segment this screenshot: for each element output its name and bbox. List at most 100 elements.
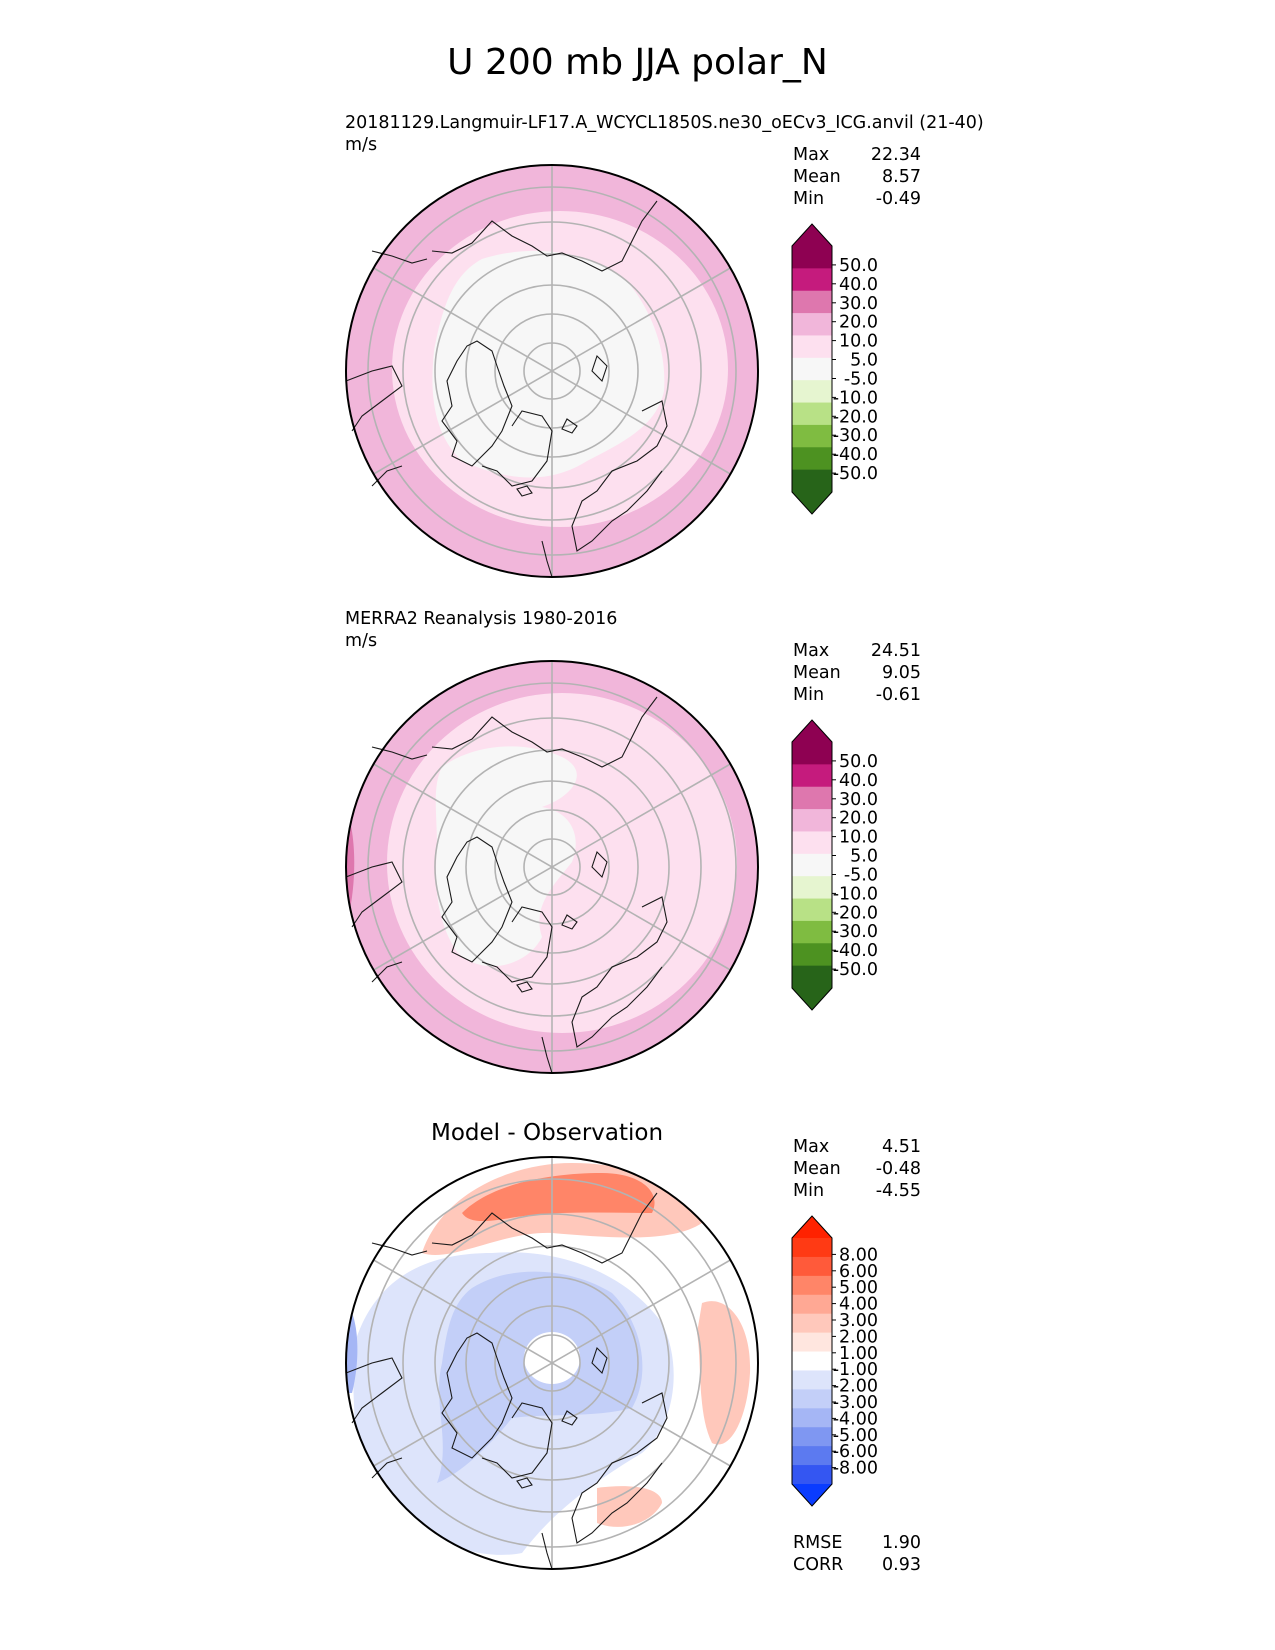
colorbar-segment bbox=[792, 380, 832, 404]
stat-label: Min bbox=[793, 189, 825, 209]
colorbar-segment bbox=[792, 898, 832, 922]
colorbar-tick-label: -20.0 bbox=[833, 903, 878, 923]
diff-bottom-stats: RMSE 1.90 CORR 0.93 bbox=[793, 1532, 921, 1576]
colorbar-tick-label: 6.00 bbox=[839, 1262, 878, 1282]
field-band-5 bbox=[435, 746, 577, 967]
stat-label: Min bbox=[793, 1181, 825, 1201]
stat-value-rmse: 1.90 bbox=[882, 1533, 921, 1553]
diff-positive-4 bbox=[597, 1486, 662, 1527]
stat-label: RMSE bbox=[793, 1533, 843, 1553]
diff-stats: Max 4.51 Mean -0.48 Min -4.55 bbox=[793, 1136, 921, 1202]
map-boundary bbox=[345, 660, 759, 1074]
obs-colorbar: 50.040.030.020.010.05.0-5.0-10.0-20.0-30… bbox=[791, 719, 878, 1011]
stat-value-mean: 9.05 bbox=[882, 663, 921, 683]
stat-value-max: 24.51 bbox=[870, 641, 921, 661]
colorbar-outline bbox=[791, 223, 833, 515]
stat-label: Mean bbox=[793, 1159, 841, 1179]
colorbar-segment bbox=[792, 447, 832, 471]
colorbar-tick-label: 20.0 bbox=[839, 809, 878, 829]
colorbar-tick-label: 40.0 bbox=[839, 275, 878, 295]
colorbar-tick-label: 1.00 bbox=[839, 1344, 878, 1364]
figure-title: U 200 mb JJA polar_N bbox=[447, 42, 828, 83]
colorbar-segment bbox=[792, 831, 832, 855]
colorbar-segment bbox=[792, 1313, 832, 1334]
colorbar-tick-label: 3.00 bbox=[839, 1311, 878, 1331]
obs-polar-map bbox=[345, 660, 759, 1074]
diff-positive-2 bbox=[462, 1173, 655, 1222]
colorbar-tick-label: -1.00 bbox=[833, 1360, 878, 1380]
colorbar-tick-label: 40.0 bbox=[839, 771, 878, 791]
colorbar-segment bbox=[792, 335, 832, 359]
stat-value-corr: 0.93 bbox=[882, 1555, 921, 1575]
coastlines bbox=[345, 696, 668, 1074]
colorbar-tick-label: -4.00 bbox=[833, 1409, 878, 1429]
colorbar-segment bbox=[792, 1238, 832, 1258]
colorbar-extend-top bbox=[792, 720, 832, 742]
colorbar-segment bbox=[792, 786, 832, 810]
model-colorbar: 50.040.030.020.010.05.0-5.0-10.0-20.0-30… bbox=[791, 223, 878, 515]
model-units: m/s bbox=[345, 135, 378, 155]
colorbar-tick-label: 10.0 bbox=[839, 828, 878, 848]
colorbar-extend-bottom bbox=[792, 988, 832, 1010]
colorbar-segment bbox=[792, 313, 832, 336]
colorbar-segment bbox=[792, 1389, 832, 1409]
colorbar-extend-bottom bbox=[792, 492, 832, 514]
obs-units: m/s bbox=[345, 631, 378, 651]
colorbar-tick-label: 8.00 bbox=[839, 1245, 878, 1265]
colorbar-extend-top bbox=[792, 1216, 832, 1238]
colorbar-tick-label: 50.0 bbox=[839, 256, 878, 276]
colorbar-tick-label: 5.0 bbox=[850, 351, 878, 371]
graticule bbox=[367, 661, 737, 1073]
colorbar-tick-label: -3.00 bbox=[833, 1393, 878, 1413]
model-polar-map bbox=[345, 164, 759, 578]
graticule bbox=[367, 1157, 737, 1569]
model-stats: Max 22.34 Mean 8.57 Min -0.49 bbox=[793, 144, 921, 210]
colorbar-tick-label: -30.0 bbox=[833, 922, 878, 942]
colorbar-segment bbox=[792, 424, 832, 448]
obs-stats: Max 24.51 Mean 9.05 Min -0.61 bbox=[793, 640, 921, 706]
colorbar-segment bbox=[792, 357, 832, 381]
colorbar-tick-label: 50.0 bbox=[839, 752, 878, 772]
colorbar-segment bbox=[792, 1275, 832, 1296]
colorbar-tick-label: 2.00 bbox=[839, 1327, 878, 1347]
diff-colorbar: 8.006.005.004.003.002.001.00-1.00-2.00-3… bbox=[791, 1215, 878, 1507]
diff-positive-3 bbox=[697, 1301, 751, 1445]
diff-title: Model - Observation bbox=[431, 1120, 664, 1146]
colorbar-segment bbox=[792, 876, 832, 900]
colorbar-tick-label: 5.00 bbox=[839, 1278, 878, 1298]
model-name: 20181129.Langmuir-LF17.A_WCYCL1850S.ne30… bbox=[345, 113, 984, 133]
colorbar-segment bbox=[792, 1332, 832, 1353]
coastlines bbox=[345, 1192, 668, 1570]
graticule bbox=[367, 165, 737, 577]
obs-name: MERRA2 Reanalysis 1980-2016 bbox=[345, 609, 618, 629]
colorbar-segment bbox=[792, 402, 832, 426]
colorbar-segment bbox=[792, 1370, 832, 1390]
colorbar-segment bbox=[792, 764, 832, 788]
colorbar-tick-label: -20.0 bbox=[833, 407, 878, 427]
colorbar-tick-label: -10.0 bbox=[833, 388, 878, 408]
colorbar-tick-label: -50.0 bbox=[833, 960, 878, 980]
field-band-5 bbox=[432, 250, 665, 478]
colorbar-segment bbox=[792, 1446, 832, 1466]
stat-label: CORR bbox=[793, 1555, 844, 1575]
stat-value-max: 22.34 bbox=[870, 145, 921, 165]
colorbar-outline bbox=[791, 719, 833, 1011]
colorbar-tick-label: -8.00 bbox=[833, 1459, 878, 1479]
colorbar-segment bbox=[792, 1351, 832, 1371]
colorbar-tick-label: 30.0 bbox=[839, 294, 878, 314]
colorbar-tick-label: -50.0 bbox=[833, 464, 878, 484]
stat-label: Mean bbox=[793, 663, 841, 683]
colorbar-tick-label: 30.0 bbox=[839, 790, 878, 810]
colorbar-tick-label: -5.0 bbox=[844, 866, 878, 886]
colorbar-segment bbox=[792, 809, 832, 832]
stat-value-min: -0.49 bbox=[875, 189, 921, 209]
colorbar-tick-label: -40.0 bbox=[833, 941, 878, 961]
colorbar-tick-label: 4.00 bbox=[839, 1295, 878, 1315]
map-boundary bbox=[345, 164, 759, 578]
colorbar-segment bbox=[792, 246, 832, 269]
colorbar-tick-label: -6.00 bbox=[833, 1442, 878, 1462]
colorbar-segment bbox=[792, 1294, 832, 1315]
colorbar-tick-label: -30.0 bbox=[833, 426, 878, 446]
colorbar-tick-label: -10.0 bbox=[833, 884, 878, 904]
map-boundary bbox=[345, 1156, 759, 1570]
